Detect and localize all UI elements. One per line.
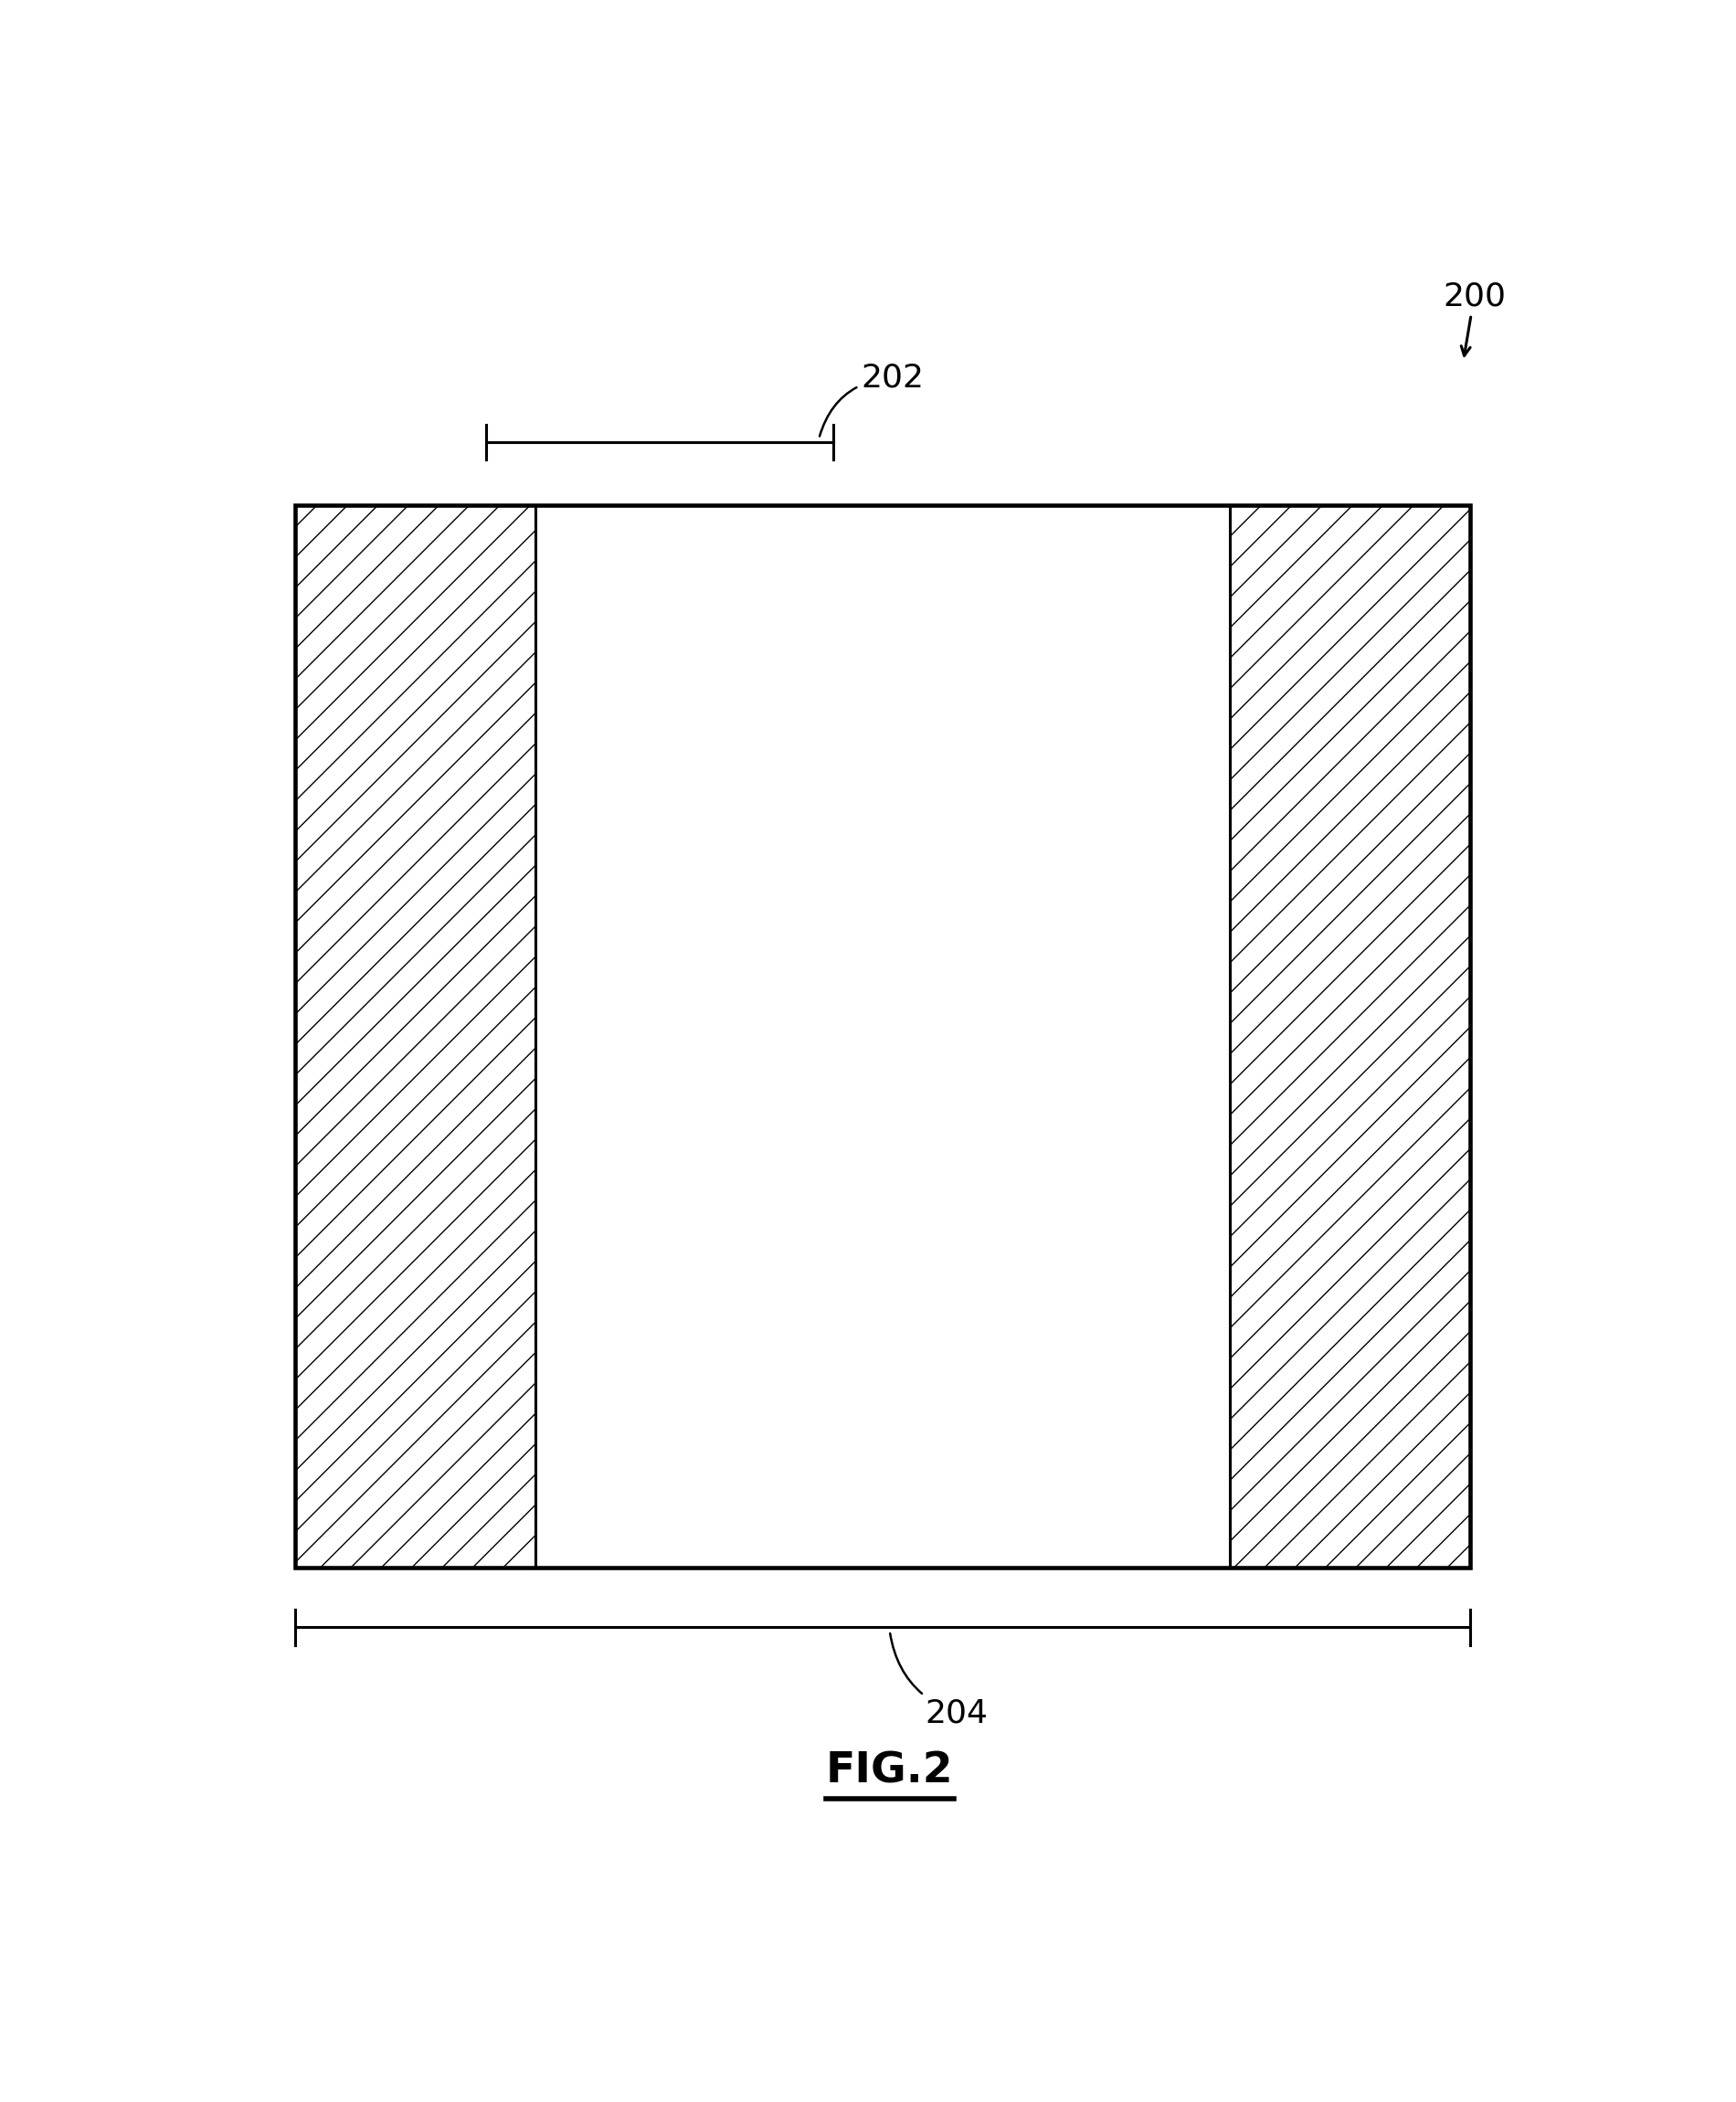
Text: 202: 202 — [819, 362, 924, 437]
Text: 200: 200 — [1443, 282, 1505, 355]
Bar — [295, 504, 1470, 1568]
Text: 204: 204 — [891, 1633, 988, 1728]
Bar — [295, 504, 536, 1568]
Bar — [1229, 504, 1470, 1568]
Text: FIG.2: FIG.2 — [826, 1751, 953, 1793]
Bar — [536, 504, 1229, 1568]
